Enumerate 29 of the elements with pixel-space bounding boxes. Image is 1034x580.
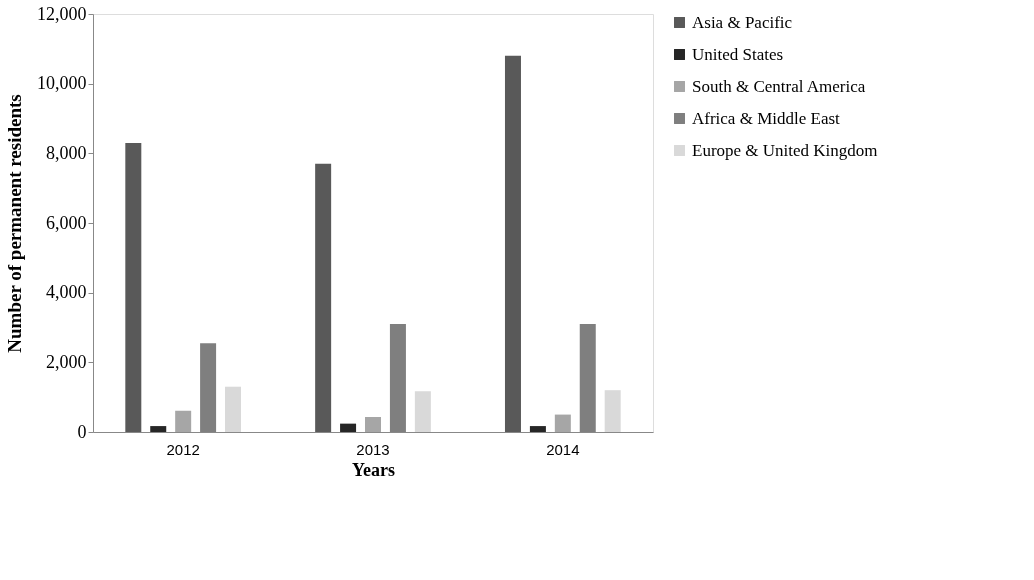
legend-label: Africa & Middle East xyxy=(692,108,841,128)
bar xyxy=(315,163,332,432)
legend-label: South & Central America xyxy=(692,76,866,96)
bar xyxy=(340,423,357,432)
bar xyxy=(604,390,621,432)
y-tick-label: 2,000 xyxy=(46,351,87,372)
bar xyxy=(529,426,546,432)
bar xyxy=(125,142,142,432)
bar xyxy=(225,386,242,432)
bar xyxy=(504,55,521,432)
y-tick-label: 8,000 xyxy=(46,142,87,163)
bar xyxy=(554,414,571,432)
bar xyxy=(365,417,381,432)
legend-label: Europe & United Kingdom xyxy=(692,140,878,160)
legend-label: United States xyxy=(692,44,784,64)
y-axis-title: Number of permanent residents xyxy=(4,94,25,353)
bar xyxy=(175,410,192,432)
x-tick-label: 2012 xyxy=(166,440,200,458)
y-tick-label: 10,000 xyxy=(37,73,87,94)
y-tick-label: 12,000 xyxy=(37,3,87,24)
y-tick-label: 0 xyxy=(77,421,87,442)
y-tick-label: 6,000 xyxy=(46,212,87,233)
bar xyxy=(150,426,167,432)
x-tick-label: 2014 xyxy=(546,440,580,458)
bar xyxy=(414,391,431,432)
legend-label: Asia & Pacific xyxy=(692,12,793,32)
x-tick-label: 2013 xyxy=(356,440,390,458)
x-axis-title: Years xyxy=(352,459,395,480)
y-tick-label: 4,000 xyxy=(46,282,87,303)
